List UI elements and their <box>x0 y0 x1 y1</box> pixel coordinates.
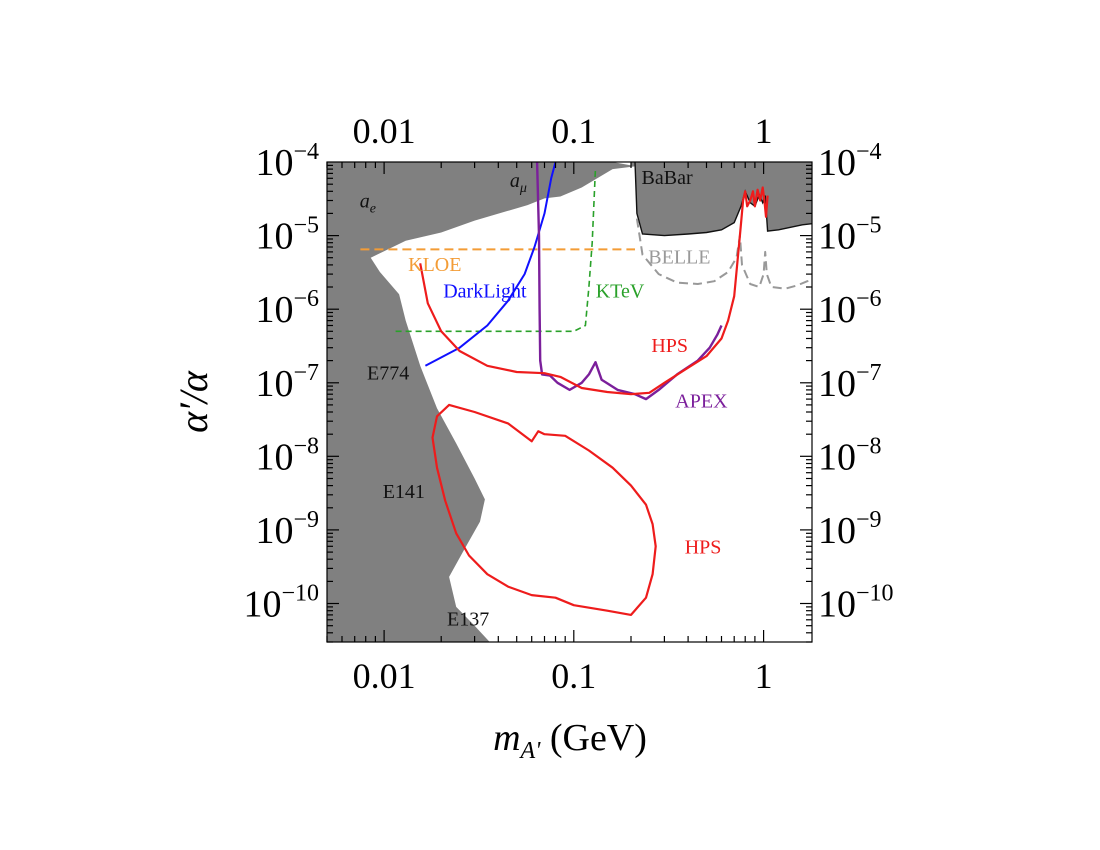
x-axis-label-unit: (GeV) <box>540 717 647 759</box>
x-axis-label-subscript: A' <box>519 738 542 764</box>
region-label-1: aμ <box>510 170 527 196</box>
svg-text:mA' (GeV): mA' (GeV) <box>493 717 647 764</box>
region-label-12: E137 <box>447 609 489 631</box>
region-label-5: DarkLight <box>443 280 527 302</box>
region-label-8: E774 <box>367 363 409 385</box>
region-label-10: E141 <box>383 481 425 503</box>
x-axis-label-symbol: m <box>493 717 520 759</box>
y-tick-label-left: 10−5 <box>255 213 319 258</box>
excluded-region-BaBar <box>635 162 812 236</box>
y-tick-label-right: 10−6 <box>818 286 882 331</box>
y-tick-label-left: 10−8 <box>255 433 319 478</box>
excluded-region-ae-amu-E774-E141-E137 <box>327 162 673 642</box>
region-labels: ae aμ BaBar KLOE BELLE DarkLight KTeV HPS E774 AP… <box>360 167 728 631</box>
y-tick-label-right: 10−8 <box>818 433 882 478</box>
curve-belle <box>635 218 812 290</box>
curve-hps-lower <box>431 403 657 617</box>
plot-frame <box>326 161 813 643</box>
x-tick-label-bottom: 0.01 <box>353 656 416 696</box>
region-label-6: KTeV <box>596 280 645 302</box>
y-axis-label: α′/α <box>171 370 216 433</box>
x-tick-label-bottom: 0.1 <box>551 656 596 696</box>
region-label-4: BELLE <box>648 246 710 268</box>
x-tick-label-top: 1 <box>755 111 773 151</box>
y-tick-label-right: 10−7 <box>818 360 882 405</box>
y-tick-label-left: 10−7 <box>255 360 319 405</box>
curve-ktev <box>395 167 597 333</box>
x-tick-label-top: 0.1 <box>551 111 596 151</box>
y-tick-label-right: 10−4 <box>818 139 882 184</box>
region-label-9: APEX <box>675 391 728 413</box>
curve-darklight <box>424 162 557 367</box>
x-tick-label-bottom: 1 <box>755 656 773 696</box>
region-label-2: BaBar <box>642 167 693 189</box>
axis-ticks: 0.01 0.01 0.1 0.1 1 1 10−4 10−4 10−5 10−5 10−6 10−6… <box>243 111 893 696</box>
sensitivity-curves <box>360 162 812 617</box>
region-label-0: ae <box>360 191 376 217</box>
x-tick-label-top: 0.01 <box>353 111 416 151</box>
y-tick-label-right: 10−5 <box>818 213 882 258</box>
y-tick-label-right: 10−9 <box>818 507 882 552</box>
region-label-3: KLOE <box>408 254 461 276</box>
region-label-7: HPS <box>651 335 688 357</box>
y-tick-label-left: 10−4 <box>255 139 319 184</box>
y-tick-label-left: 10−10 <box>243 581 319 626</box>
y-tick-label-right: 10−10 <box>818 581 894 626</box>
region-label-11: HPS <box>685 536 722 558</box>
y-tick-label-left: 10−9 <box>255 507 319 552</box>
x-axis-label: mA' (GeV) <box>493 717 647 764</box>
curve-hps-upper <box>419 186 769 396</box>
y-tick-label-left: 10−6 <box>255 286 319 331</box>
